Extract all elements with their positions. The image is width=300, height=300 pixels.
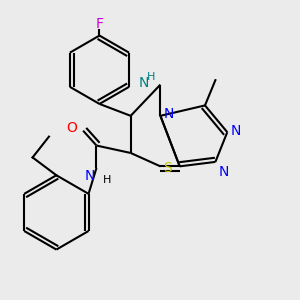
- Text: N: N: [85, 169, 95, 183]
- Text: N: N: [230, 124, 241, 138]
- Text: N: N: [139, 76, 149, 90]
- Text: N: N: [164, 107, 174, 121]
- Text: N: N: [218, 165, 229, 179]
- Text: S: S: [164, 161, 172, 175]
- Text: H: H: [147, 72, 156, 82]
- Text: H: H: [102, 175, 111, 185]
- Text: O: O: [66, 121, 77, 135]
- Text: F: F: [95, 17, 104, 31]
